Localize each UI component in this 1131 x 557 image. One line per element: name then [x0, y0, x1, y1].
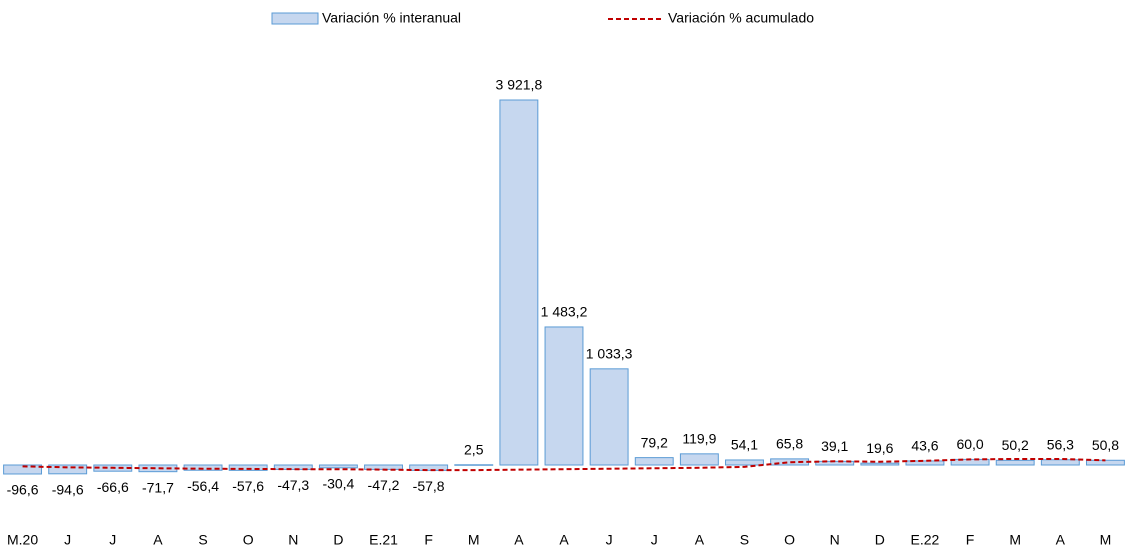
- x-tick-label: F: [966, 532, 975, 548]
- line: [22, 457, 1106, 472]
- bar: [860, 462, 900, 466]
- bar: [48, 464, 88, 475]
- x-tick-label: E.22: [911, 532, 940, 548]
- value-label: 65,8: [776, 436, 803, 452]
- x-tick-label: A: [559, 532, 569, 548]
- x-tick-label: M: [1009, 532, 1021, 548]
- x-tick-label: J: [606, 532, 613, 548]
- bar: [589, 368, 629, 466]
- x-tick-label: F: [424, 532, 433, 548]
- legend-swatch-bar: [271, 12, 319, 25]
- x-tick-label: A: [153, 532, 163, 548]
- x-tick-label: N: [830, 532, 840, 548]
- value-label: 39,1: [821, 438, 848, 454]
- bar: [1040, 459, 1080, 466]
- value-label: 3 921,8: [496, 77, 543, 93]
- bar: [499, 99, 539, 466]
- value-label: -94,6: [52, 482, 84, 498]
- value-label: 50,2: [1002, 437, 1029, 453]
- bar: [1085, 459, 1125, 466]
- value-label: -56,4: [187, 478, 219, 494]
- value-label: 119,9: [682, 431, 716, 447]
- bar: [318, 464, 358, 469]
- x-tick-label: A: [1056, 532, 1066, 548]
- x-tick-label: S: [740, 532, 749, 548]
- x-tick-label: J: [109, 532, 116, 548]
- x-tick-label: M: [468, 532, 480, 548]
- value-label: -71,7: [142, 479, 174, 495]
- x-tick-label: N: [288, 532, 298, 548]
- value-label: -96,6: [7, 482, 39, 498]
- value-label: 19,6: [866, 440, 893, 456]
- x-tick-label: J: [651, 532, 658, 548]
- bar: [905, 460, 945, 466]
- value-label: 1 033,3: [586, 346, 633, 362]
- bar: [3, 464, 43, 475]
- value-label: 2,5: [464, 441, 484, 457]
- bar: [409, 464, 449, 471]
- x-tick-label: A: [514, 532, 524, 548]
- value-label: 50,8: [1092, 437, 1119, 453]
- value-label: 56,3: [1047, 436, 1074, 452]
- bar: [273, 464, 313, 470]
- bar: [634, 457, 674, 466]
- x-tick-label: M.20: [7, 532, 38, 548]
- legend-label: Variación % interanual: [322, 10, 461, 26]
- bar: [228, 464, 268, 471]
- value-label: 1 483,2: [541, 304, 588, 320]
- bar: [725, 459, 764, 466]
- legend-label: Variación % acumulado: [668, 10, 814, 26]
- x-tick-label: S: [198, 532, 207, 548]
- value-label: 60,0: [956, 436, 983, 452]
- x-tick-label: O: [243, 532, 254, 548]
- x-tick-label: D: [875, 532, 885, 548]
- value-label: -47,3: [277, 477, 309, 493]
- x-tick-label: J: [64, 532, 71, 548]
- bar: [679, 453, 719, 466]
- value-label: 43,6: [911, 438, 938, 454]
- x-tick-label: A: [695, 532, 705, 548]
- x-tick-label: D: [333, 532, 343, 548]
- value-label: -57,8: [413, 478, 445, 494]
- value-label: -57,6: [232, 478, 264, 494]
- bar: [454, 464, 494, 466]
- value-label: -47,2: [368, 477, 400, 493]
- x-tick-label: E.21: [369, 532, 398, 548]
- bar: [995, 459, 1035, 466]
- x-tick-label: M: [1100, 532, 1112, 548]
- value-label: 79,2: [641, 434, 668, 450]
- value-label: -30,4: [322, 476, 354, 492]
- x-tick-label: O: [784, 532, 795, 548]
- value-label: -66,6: [97, 479, 129, 495]
- value-label: 54,1: [731, 437, 758, 453]
- bar: [544, 326, 584, 466]
